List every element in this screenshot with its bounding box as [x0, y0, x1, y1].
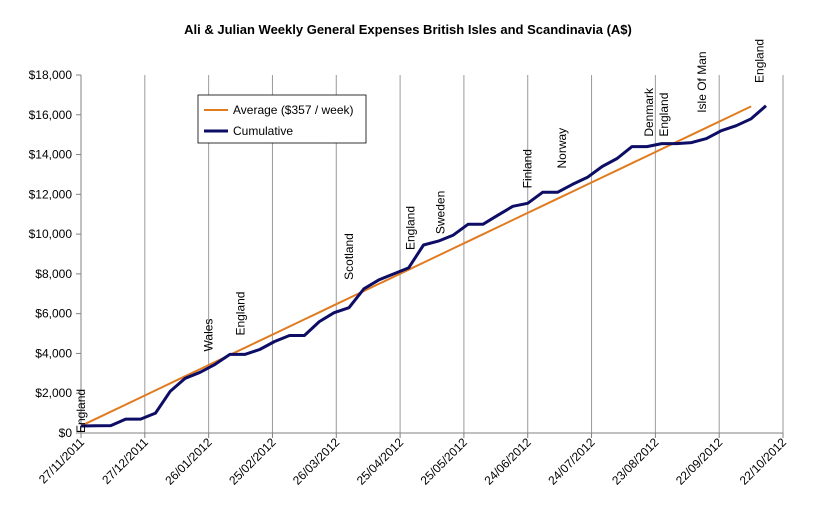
- x-tick-label: 25/02/2012: [226, 435, 279, 488]
- location-label: Sweden: [434, 191, 448, 234]
- legend-label-average: Average ($357 / week): [233, 103, 354, 117]
- y-tick-label: $18,000: [29, 68, 73, 82]
- y-tick-label: $10,000: [29, 227, 73, 241]
- x-tick-label: 26/03/2012: [290, 435, 343, 488]
- location-label: England: [74, 389, 88, 433]
- location-label: England: [404, 206, 418, 250]
- location-label: Wales: [202, 319, 216, 352]
- x-tick-label: 27/12/2011: [99, 435, 151, 487]
- x-tick-label: 24/07/2012: [545, 435, 598, 488]
- x-tick-label: 24/06/2012: [481, 435, 534, 488]
- location-label: Denmark: [642, 87, 656, 137]
- location-label: Scotland: [342, 233, 356, 280]
- y-tick-label: $12,000: [29, 187, 73, 201]
- location-label: England: [657, 93, 671, 137]
- location-label: England: [234, 291, 248, 335]
- location-label: England: [753, 39, 767, 83]
- y-tick-label: $0: [59, 426, 73, 440]
- axes: $0 $2,000 $4,000 $6,000 $8,000 $10,000 $12,000…: [29, 68, 790, 488]
- series-lines: [80, 104, 767, 428]
- chart-title: Ali & Julian Weekly General Expenses Bri…: [184, 22, 632, 37]
- legend-box: [197, 94, 367, 144]
- y-tick-label: $16,000: [29, 108, 73, 122]
- location-label: Isle Of Man: [695, 51, 709, 112]
- series-line-cumulative: [80, 104, 767, 428]
- y-tick-label: $14,000: [29, 148, 73, 162]
- x-tick-label: 25/05/2012: [418, 435, 471, 488]
- legend: Average ($357 / week) Cumulative: [197, 94, 367, 144]
- x-tick-label: 25/04/2012: [354, 435, 407, 488]
- x-tick-label: 26/01/2012: [162, 435, 215, 488]
- x-tick-label: 27/11/2011: [36, 435, 87, 486]
- series-line-average: [80, 105, 752, 427]
- y-tick-label: $6,000: [35, 307, 72, 321]
- location-label: Finland: [521, 149, 535, 188]
- location-label: Norway: [555, 128, 569, 169]
- x-tick-label: 22/10/2012: [737, 435, 790, 488]
- x-tick-label: 23/08/2012: [609, 435, 662, 488]
- y-tick-label: $8,000: [35, 267, 72, 281]
- y-tick-label: $4,000: [35, 346, 72, 360]
- y-tick-label: $2,000: [35, 386, 72, 400]
- legend-label-cumulative: Cumulative: [233, 124, 293, 138]
- x-tick-label: 22/09/2012: [673, 435, 726, 488]
- location-annotations: England Wales England Scotland England Sweden…: [74, 39, 767, 433]
